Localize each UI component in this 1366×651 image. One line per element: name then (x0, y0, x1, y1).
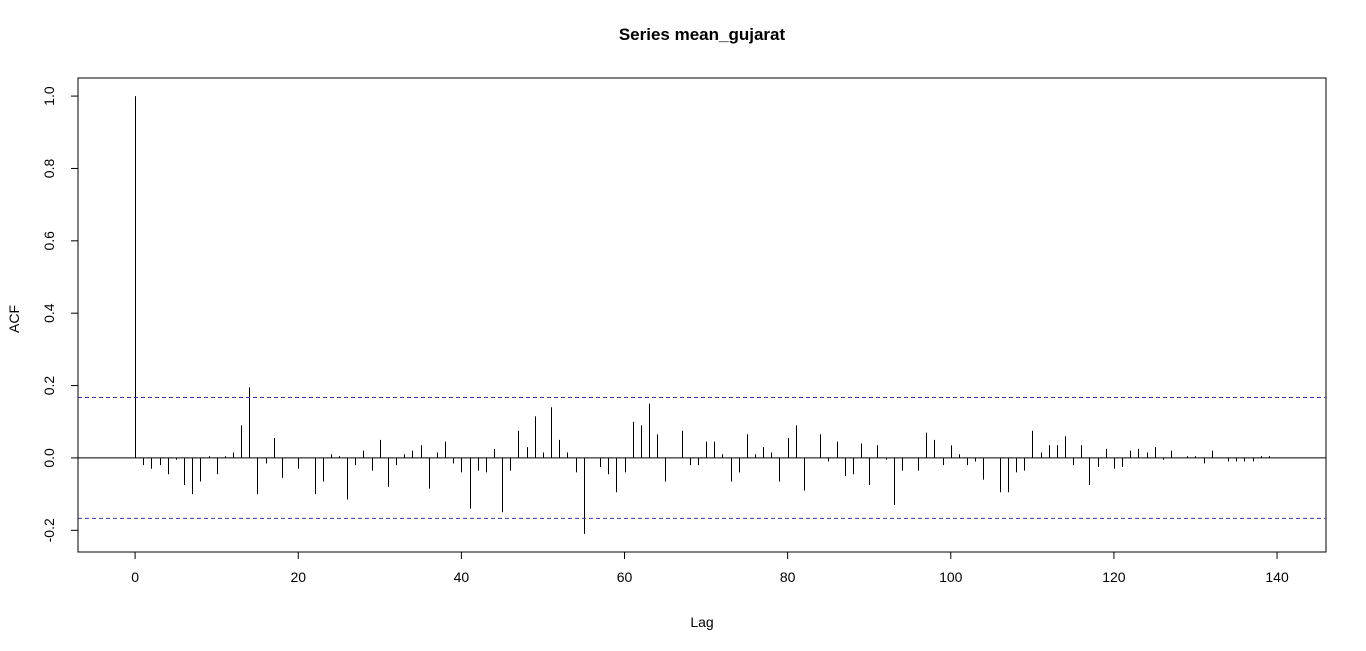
confidence-bounds (78, 396, 1326, 519)
x-tick-label: 80 (780, 569, 796, 585)
y-tick-label: 0.0 (41, 448, 57, 468)
y-axis-label: ACF (6, 305, 22, 333)
x-tick-label: 140 (1265, 569, 1289, 585)
x-tick-label: 120 (1102, 569, 1126, 585)
x-tick-label: 40 (454, 569, 470, 585)
x-tick-label: 60 (617, 569, 633, 585)
acf-bars (78, 96, 1326, 534)
y-tick-label: 0.6 (41, 231, 57, 251)
chart-title: Series mean_gujarat (619, 25, 786, 44)
y-tick-label: 0.2 (41, 376, 57, 396)
plot-frame (77, 77, 1327, 553)
y-tick-label: 0.4 (41, 303, 57, 323)
y-tick-label: 0.8 (41, 159, 57, 179)
x-tick-label: 20 (290, 569, 306, 585)
x-tick-label: 0 (131, 569, 139, 585)
x-axis-label: Lag (690, 614, 713, 630)
x-tick-label: 100 (939, 569, 963, 585)
y-tick-label: 1.0 (41, 86, 57, 106)
y-tick-label: -0.2 (41, 518, 57, 542)
x-axis: 0 20 40 60 80 100 120 140 (131, 551, 1289, 585)
y-axis: -0.2 0.0 0.2 0.4 0.6 0.8 1.0 (41, 86, 79, 542)
